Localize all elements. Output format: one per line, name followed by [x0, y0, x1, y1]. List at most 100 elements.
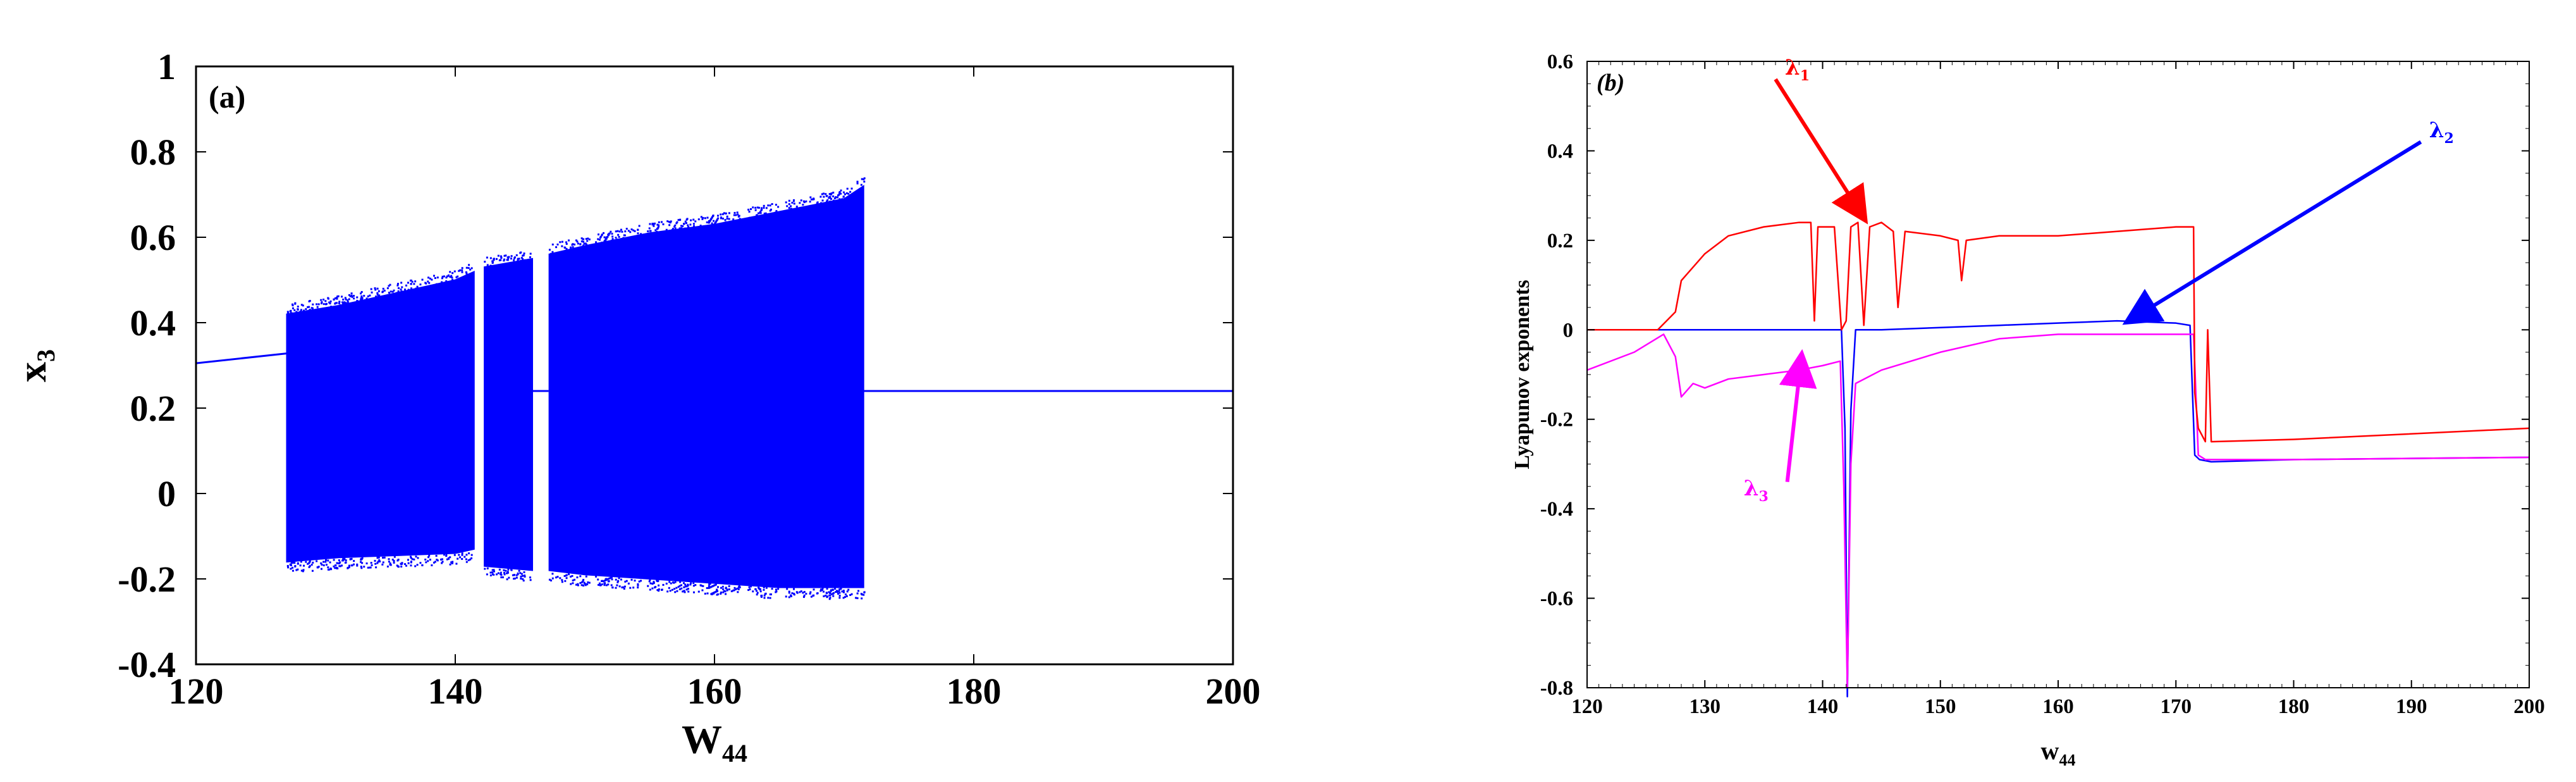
- band-speckle: [687, 590, 690, 593]
- band-speckle: [674, 591, 677, 593]
- band-speckle: [510, 255, 513, 258]
- band-speckle: [449, 556, 451, 559]
- band-speckle: [733, 211, 736, 214]
- band-speckle: [736, 587, 739, 590]
- band-speckle: [486, 264, 489, 266]
- band-speckle: [634, 580, 636, 582]
- band-speckle: [327, 297, 329, 299]
- band-speckle: [303, 564, 305, 567]
- band-speckle: [611, 232, 613, 235]
- band-speckle: [627, 582, 630, 585]
- band-speckle: [716, 588, 718, 591]
- band-speckle: [336, 562, 338, 564]
- band-speckle: [458, 270, 460, 272]
- band-speckle: [828, 197, 830, 199]
- band-speckle: [441, 275, 444, 278]
- band-speckle: [349, 558, 352, 561]
- band-speckle: [715, 220, 718, 223]
- band-speckle: [845, 593, 847, 596]
- band-speckle: [513, 574, 516, 576]
- band-speckle: [713, 220, 715, 222]
- band-speckle: [640, 580, 642, 582]
- band-speckle: [347, 299, 349, 302]
- band-speckle: [506, 571, 509, 573]
- band-speckle: [294, 302, 297, 305]
- band-speckle: [836, 590, 838, 592]
- band-speckle: [449, 563, 451, 566]
- band-speckle: [709, 220, 711, 222]
- x-axis-title-sub: 44: [722, 739, 747, 767]
- band-speckle: [697, 218, 700, 221]
- band-speckle: [603, 584, 606, 586]
- band-speckle: [580, 584, 583, 586]
- band-speckle: [809, 201, 811, 203]
- band-speckle: [842, 196, 845, 198]
- band-speckle: [573, 243, 576, 245]
- band-speckle: [324, 300, 327, 302]
- band-speckle: [451, 561, 454, 563]
- band-speckle: [805, 592, 807, 595]
- band-speckle: [461, 269, 463, 271]
- band-speckle: [711, 593, 713, 595]
- band-speckle: [606, 578, 609, 581]
- band-speckle: [828, 591, 830, 593]
- band-speckle: [777, 588, 780, 590]
- band-speckle: [651, 583, 654, 585]
- band-speckle: [603, 580, 605, 583]
- band-speckle: [356, 296, 359, 299]
- band-speckle: [414, 565, 417, 568]
- band-speckle: [637, 583, 639, 585]
- band-speckle: [775, 588, 777, 591]
- band-speckle: [678, 588, 681, 590]
- band-speckle: [611, 586, 614, 589]
- band-speckle: [309, 561, 311, 564]
- band-speckle: [309, 560, 311, 562]
- band-speckle: [769, 593, 771, 595]
- band-speckle: [640, 233, 642, 235]
- band-speckle: [467, 267, 470, 270]
- band-speckle: [754, 206, 757, 209]
- band-speckle: [446, 558, 448, 561]
- band-speckle: [711, 585, 713, 588]
- band-speckle: [311, 307, 314, 309]
- band-speckle: [862, 593, 865, 596]
- band-speckle: [829, 597, 831, 599]
- band-speckle: [413, 283, 415, 285]
- band-speckle: [459, 556, 462, 559]
- band-speckle: [582, 244, 585, 247]
- band-speckle: [570, 583, 572, 585]
- band-speckle: [658, 584, 660, 586]
- band-speckle: [327, 307, 329, 309]
- band-speckle: [632, 229, 635, 232]
- band-speckle: [687, 584, 689, 586]
- band-speckle: [793, 199, 795, 201]
- band-speckle: [421, 278, 424, 281]
- band-speckle: [597, 578, 599, 581]
- band-speckle: [608, 232, 610, 235]
- band-speckle: [756, 206, 759, 209]
- band-speckle: [689, 583, 692, 586]
- band-speckle: [842, 590, 845, 592]
- band-speckle: [308, 306, 310, 308]
- band-speckle: [522, 574, 524, 577]
- band-speckle: [570, 246, 572, 249]
- band-speckle: [300, 569, 303, 572]
- band-speckle: [515, 261, 518, 263]
- band-speckle: [700, 585, 702, 587]
- band-speckle: [725, 212, 727, 214]
- band-speckle: [837, 592, 839, 595]
- band-speckle: [365, 562, 368, 565]
- band-speckle: [736, 211, 739, 214]
- band-speckle: [414, 280, 417, 283]
- band-speckle: [860, 183, 862, 186]
- band-speckle: [468, 552, 470, 555]
- band-speckle: [710, 218, 713, 220]
- band-speckle: [506, 259, 509, 261]
- band-speckle: [582, 238, 584, 240]
- band-speckle: [427, 276, 430, 279]
- band-speckle: [841, 198, 843, 201]
- band-speckle: [704, 217, 706, 220]
- band-speckle: [769, 209, 771, 212]
- band-speckle: [335, 302, 338, 304]
- band-speckle: [322, 564, 325, 567]
